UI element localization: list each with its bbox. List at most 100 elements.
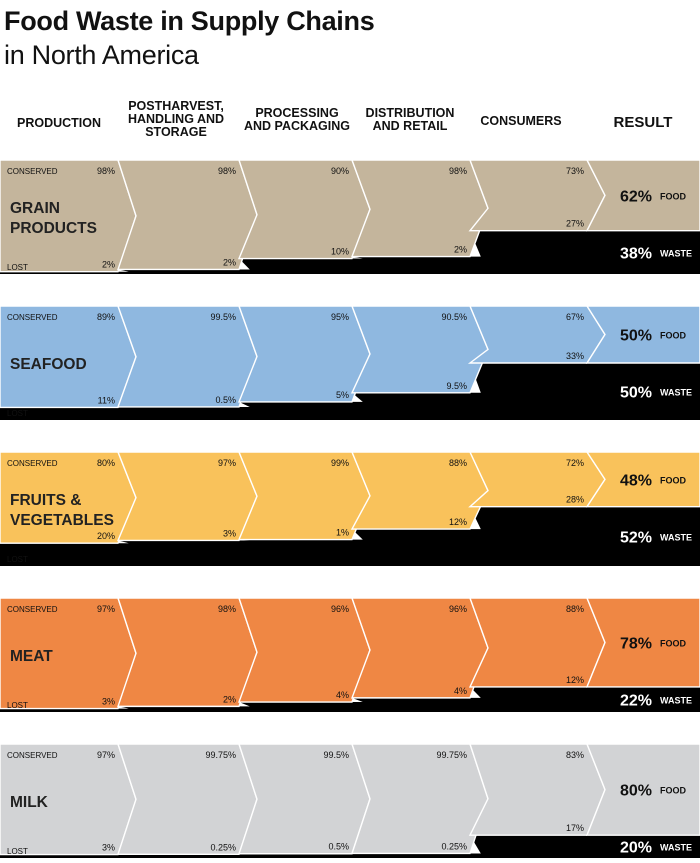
result-waste-value: 20% bbox=[620, 840, 652, 857]
category-name: MILK bbox=[10, 794, 49, 811]
conserved-value: 80% bbox=[97, 458, 115, 468]
stage-chevron-2 bbox=[117, 159, 258, 271]
stage-chevron-5 bbox=[468, 597, 606, 688]
stage-chevron-5 bbox=[468, 451, 606, 508]
conserved-value: 99% bbox=[331, 458, 349, 468]
stage-chevron-4 bbox=[350, 451, 489, 530]
stage-chevron-5 bbox=[468, 743, 606, 836]
conserved-value: 97% bbox=[97, 604, 115, 614]
result-food-bar bbox=[585, 305, 700, 364]
conserved-value: 99.75% bbox=[205, 750, 236, 760]
stage-chevron-3 bbox=[237, 159, 371, 260]
result-waste-value: 22% bbox=[620, 692, 652, 709]
lost-label: LOST bbox=[7, 555, 28, 564]
stage-chevron-2 bbox=[116, 451, 258, 542]
lost-value: 20% bbox=[97, 531, 115, 541]
loss-band bbox=[0, 230, 598, 274]
column-header-line: DISTRIBUTION bbox=[365, 106, 455, 120]
lost-value: 4% bbox=[336, 690, 349, 700]
loss-band bbox=[0, 835, 598, 858]
conserved-value: 73% bbox=[566, 166, 584, 176]
loss-band bbox=[0, 363, 598, 420]
category-name: MEAT bbox=[10, 648, 53, 665]
conserved-label: CONSERVED bbox=[7, 751, 58, 760]
stage-chevron-3 bbox=[237, 451, 371, 541]
stage-chevron-3 bbox=[237, 305, 371, 403]
lost-value: 3% bbox=[102, 843, 115, 853]
stage-chevron-4 bbox=[350, 305, 489, 394]
lost-value: 28% bbox=[566, 495, 584, 505]
result-food-bar bbox=[585, 451, 700, 508]
conserved-value: 88% bbox=[449, 458, 467, 468]
column-header-line: HANDLING AND bbox=[127, 112, 225, 126]
conserved-label: CONSERVED bbox=[7, 459, 58, 468]
result-food-bar bbox=[585, 743, 700, 836]
lost-value: 12% bbox=[566, 675, 584, 685]
result-food-value: 50% bbox=[620, 328, 652, 345]
column-header-5: CONSUMERS bbox=[456, 115, 586, 128]
conserved-value: 90% bbox=[331, 166, 349, 176]
loss-band bbox=[0, 686, 598, 712]
result-waste-label: WASTE bbox=[660, 248, 692, 258]
conserved-value: 97% bbox=[97, 750, 115, 760]
lost-value: 3% bbox=[102, 697, 115, 707]
conserved-label: CONSERVED bbox=[7, 313, 58, 322]
lost-value: 2% bbox=[223, 694, 236, 704]
lost-value: 2% bbox=[454, 245, 467, 255]
stage-chevron-4 bbox=[350, 597, 489, 699]
category-name: PRODUCTS bbox=[10, 220, 97, 237]
lost-value: 3% bbox=[223, 528, 236, 538]
column-header-line: STORAGE bbox=[145, 125, 207, 139]
lost-value: 2% bbox=[102, 260, 115, 270]
conserved-value: 98% bbox=[97, 166, 115, 176]
result-food-label: FOOD bbox=[660, 638, 686, 648]
column-header-3: PROCESSING AND PACKAGING bbox=[232, 107, 362, 133]
lost-value: 0.5% bbox=[215, 395, 236, 405]
lost-label: LOST bbox=[7, 409, 28, 418]
column-header-line: CONSUMERS bbox=[480, 114, 562, 128]
column-header-6: RESULT bbox=[578, 114, 700, 131]
conserved-value: 98% bbox=[218, 604, 236, 614]
result-waste-label: WASTE bbox=[660, 843, 692, 853]
lost-value: 0.25% bbox=[441, 841, 467, 851]
result-food-value: 48% bbox=[620, 472, 652, 489]
lost-label: LOST bbox=[7, 701, 28, 710]
lost-value: 10% bbox=[331, 247, 349, 257]
lost-value: 9.5% bbox=[446, 381, 467, 391]
stage-chevron-4 bbox=[350, 159, 489, 258]
column-header-line: RESULT bbox=[613, 114, 673, 131]
result-waste-bar bbox=[587, 363, 700, 420]
conserved-value: 97% bbox=[218, 458, 236, 468]
result-food-value: 78% bbox=[620, 635, 652, 652]
lost-value: 12% bbox=[449, 517, 467, 527]
column-header-line: PROCESSING bbox=[255, 106, 339, 120]
stage-chevron-3 bbox=[238, 743, 371, 855]
column-header-2: POSTHARVEST, HANDLING AND STORAGE bbox=[111, 100, 241, 139]
category-name: VEGETABLES bbox=[10, 512, 114, 529]
conserved-value: 98% bbox=[218, 166, 236, 176]
column-header-line: PRODUCTION bbox=[16, 116, 102, 130]
category-name: FRUITS & bbox=[10, 492, 81, 509]
conserved-value: 99.5% bbox=[323, 750, 349, 760]
result-waste-value: 50% bbox=[620, 385, 652, 402]
conserved-value: 96% bbox=[449, 604, 467, 614]
lost-value: 4% bbox=[454, 686, 467, 696]
column-header-line: AND RETAIL bbox=[372, 119, 448, 133]
conserved-value: 89% bbox=[97, 312, 115, 322]
lost-value: 27% bbox=[566, 219, 584, 229]
conserved-value: 98% bbox=[449, 166, 467, 176]
result-food-label: FOOD bbox=[660, 331, 686, 341]
stage-chevron-2 bbox=[117, 743, 258, 856]
result-waste-value: 52% bbox=[620, 529, 652, 546]
stage-chevron-5 bbox=[468, 159, 606, 232]
result-waste-bar bbox=[587, 506, 700, 566]
result-food-value: 80% bbox=[620, 783, 652, 800]
result-food-label: FOOD bbox=[660, 786, 686, 796]
conserved-value: 99.75% bbox=[436, 750, 467, 760]
lost-value: 1% bbox=[336, 528, 349, 538]
conserved-value: 95% bbox=[331, 312, 349, 322]
lost-label: LOST bbox=[7, 263, 28, 272]
result-waste-bar bbox=[587, 835, 700, 858]
conserved-value: 88% bbox=[566, 604, 584, 614]
category-name: GRAIN bbox=[10, 200, 60, 217]
